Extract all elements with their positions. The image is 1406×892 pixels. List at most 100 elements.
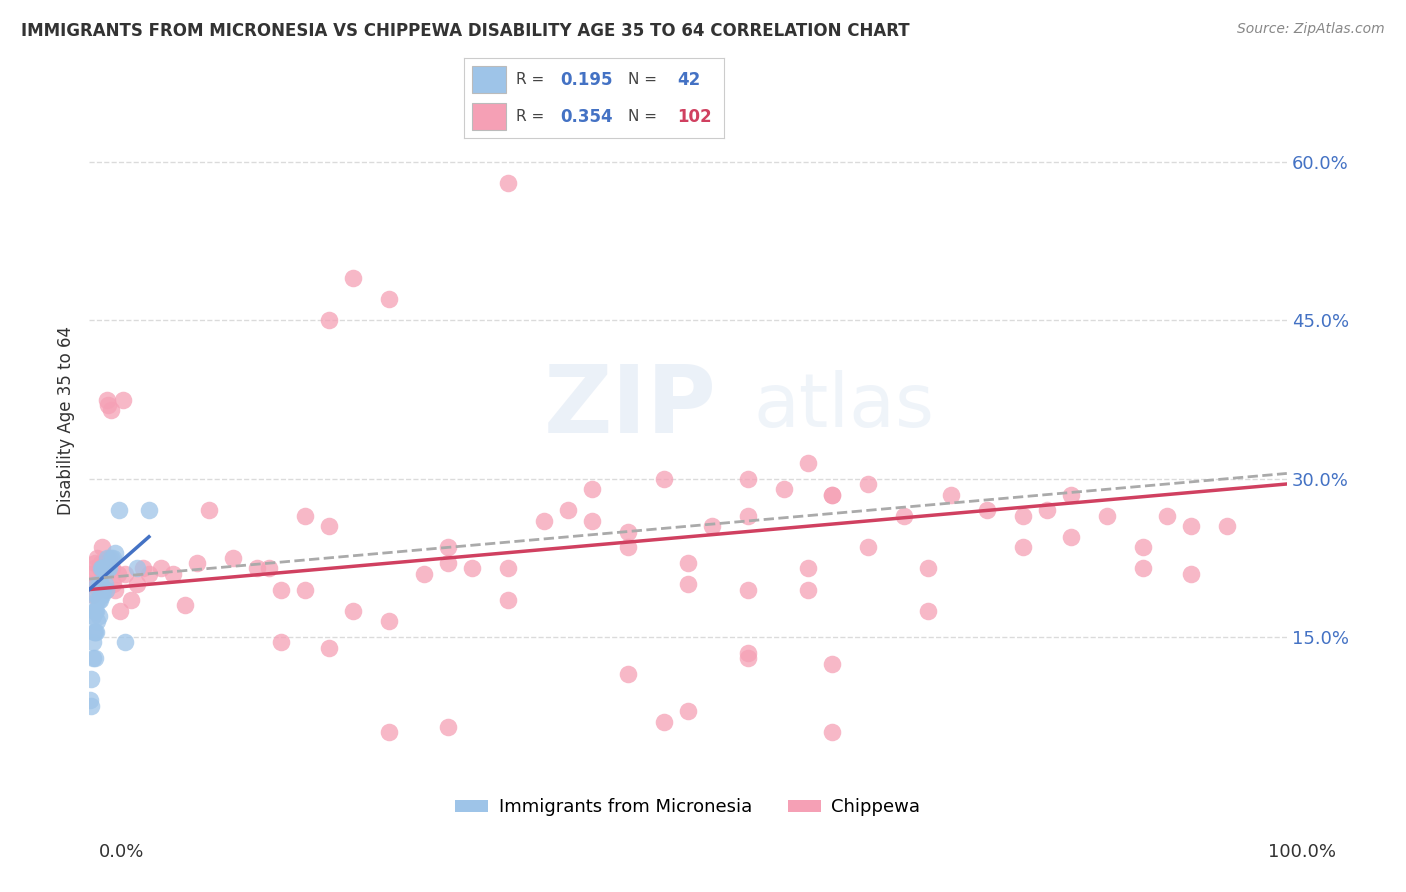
Point xyxy=(108,604,131,618)
Point xyxy=(257,561,280,575)
Point xyxy=(821,487,844,501)
Point xyxy=(856,541,879,555)
Point xyxy=(377,614,399,628)
Point xyxy=(1132,541,1154,555)
Point xyxy=(120,593,142,607)
Point xyxy=(84,556,107,570)
Point xyxy=(1060,487,1083,501)
Point xyxy=(98,561,121,575)
Point xyxy=(737,646,759,660)
Point xyxy=(796,582,818,597)
Text: 0.195: 0.195 xyxy=(560,70,613,88)
Point xyxy=(104,582,127,597)
Point xyxy=(138,566,160,581)
Point xyxy=(90,556,112,570)
Point xyxy=(80,566,103,581)
Point xyxy=(1132,561,1154,575)
Point xyxy=(917,561,939,575)
Point xyxy=(86,577,108,591)
Point xyxy=(498,561,520,575)
Point xyxy=(100,403,122,417)
Point xyxy=(533,514,555,528)
Point xyxy=(86,550,108,565)
Point xyxy=(108,503,131,517)
Text: Source: ZipAtlas.com: Source: ZipAtlas.com xyxy=(1237,22,1385,37)
Point xyxy=(138,503,160,517)
Point xyxy=(104,546,127,560)
Point xyxy=(107,566,129,581)
Point xyxy=(86,593,108,607)
Point xyxy=(114,635,136,649)
Point xyxy=(652,714,675,729)
Text: 0.354: 0.354 xyxy=(560,108,613,126)
Text: 100.0%: 100.0% xyxy=(1268,843,1336,861)
Point xyxy=(941,487,963,501)
Point xyxy=(437,541,460,555)
Point xyxy=(87,577,110,591)
Point xyxy=(83,561,105,575)
Point xyxy=(498,176,520,190)
Point xyxy=(821,487,844,501)
Text: 0.0%: 0.0% xyxy=(98,843,143,861)
Point xyxy=(82,651,104,665)
Point xyxy=(1012,541,1035,555)
Point xyxy=(93,582,115,597)
Point xyxy=(149,561,172,575)
Point xyxy=(86,614,108,628)
Text: 102: 102 xyxy=(678,108,711,126)
Point xyxy=(125,561,148,575)
Point xyxy=(222,550,245,565)
Bar xyxy=(472,66,506,94)
Point xyxy=(91,541,114,555)
Point xyxy=(1036,503,1059,517)
Point xyxy=(856,477,879,491)
Point xyxy=(186,556,208,570)
Point xyxy=(676,556,699,570)
Point xyxy=(581,483,603,497)
Point xyxy=(318,313,340,327)
Point xyxy=(89,577,111,591)
Point xyxy=(917,604,939,618)
Point xyxy=(617,541,640,555)
Point xyxy=(93,561,115,575)
Point xyxy=(700,519,723,533)
Point xyxy=(97,561,120,575)
Text: ZIP: ZIP xyxy=(544,361,717,453)
Point xyxy=(821,725,844,739)
Point xyxy=(796,456,818,470)
Point xyxy=(83,604,105,618)
Point xyxy=(737,651,759,665)
Point xyxy=(83,624,105,639)
Point xyxy=(94,582,117,597)
Text: IMMIGRANTS FROM MICRONESIA VS CHIPPEWA DISABILITY AGE 35 TO 64 CORRELATION CHART: IMMIGRANTS FROM MICRONESIA VS CHIPPEWA D… xyxy=(21,22,910,40)
Point xyxy=(617,667,640,681)
Point xyxy=(91,561,114,575)
Point xyxy=(93,561,115,575)
Point xyxy=(84,604,107,618)
Point xyxy=(84,604,107,618)
Point xyxy=(111,392,134,407)
Point xyxy=(437,720,460,734)
Text: R =: R = xyxy=(516,109,544,124)
Point xyxy=(737,508,759,523)
Point xyxy=(318,640,340,655)
Point xyxy=(652,472,675,486)
Point xyxy=(87,582,110,597)
Point xyxy=(821,657,844,671)
Point xyxy=(318,519,340,533)
Point xyxy=(676,577,699,591)
Point xyxy=(893,508,915,523)
Point xyxy=(96,550,118,565)
Point xyxy=(676,704,699,718)
Point xyxy=(342,271,364,285)
Point xyxy=(97,398,120,412)
Point xyxy=(270,635,292,649)
Point xyxy=(1180,566,1202,581)
Point xyxy=(93,556,115,570)
Point xyxy=(89,561,111,575)
Legend: Immigrants from Micronesia, Chippewa: Immigrants from Micronesia, Chippewa xyxy=(449,791,928,823)
Point xyxy=(79,577,101,591)
Point xyxy=(87,593,110,607)
Point xyxy=(96,392,118,407)
Point xyxy=(581,514,603,528)
